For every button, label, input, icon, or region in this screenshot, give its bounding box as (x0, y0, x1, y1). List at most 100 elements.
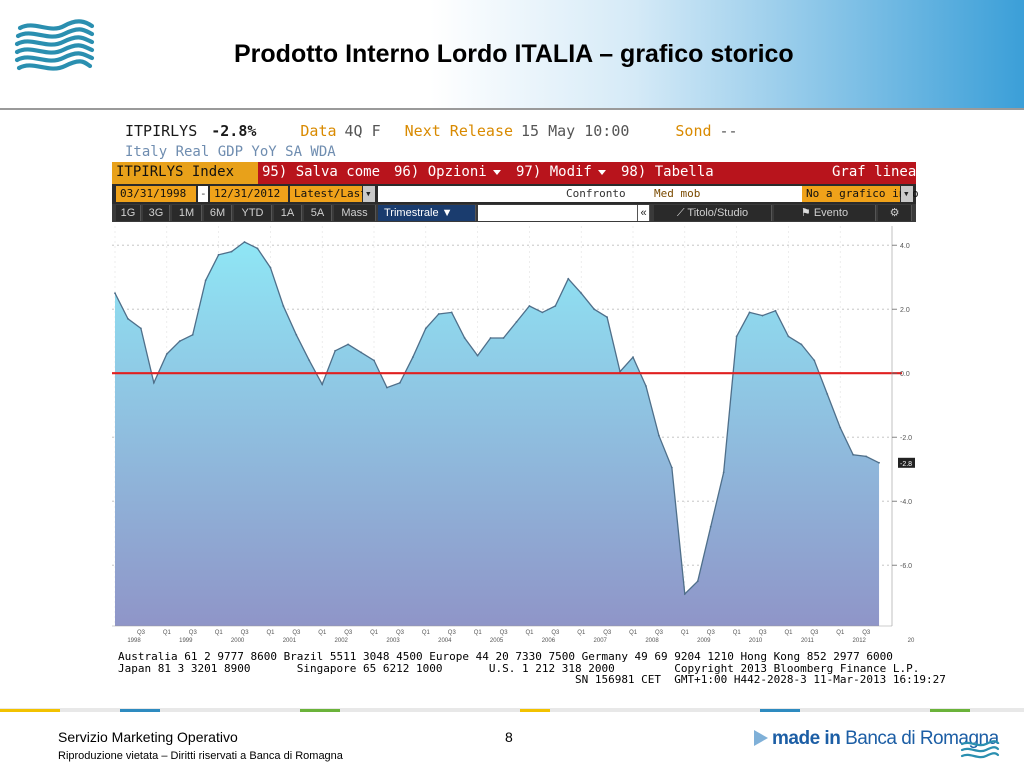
x-quarter-label: Q3 (292, 630, 301, 636)
y-tick-label: -6.0 (900, 563, 912, 570)
data-point (424, 327, 427, 330)
data-point (373, 359, 375, 362)
data-point (632, 356, 634, 359)
data-point (528, 305, 531, 307)
data-point (450, 311, 453, 314)
data-point (683, 593, 686, 595)
chevron-left-icon[interactable]: « (638, 205, 650, 221)
x-quarter-label: Q3 (862, 630, 871, 636)
x-quarter-label: Q3 (603, 630, 612, 636)
x-quarter-label: Q1 (215, 630, 224, 636)
gdp-series-line (114, 241, 880, 596)
data-point (567, 277, 570, 280)
x-quarter-label: Q3 (448, 630, 457, 636)
x-year-label: 2011 (801, 638, 815, 644)
period-button[interactable]: 1G (116, 205, 141, 221)
info-chart-select[interactable]: No a grafico info (802, 186, 919, 202)
data-point (437, 313, 440, 315)
data-point (321, 383, 324, 386)
data-point (347, 343, 349, 346)
x-year-label: 2012 (853, 638, 867, 644)
data-point (360, 351, 362, 354)
data-point (787, 335, 790, 338)
latest-last-select[interactable]: Latest/Last (290, 186, 367, 202)
compare-option[interactable]: Confronto (566, 187, 626, 200)
y-tick-label: 0.0 (900, 371, 910, 378)
data-point (217, 253, 220, 256)
x-quarter-label: Q1 (474, 630, 483, 636)
start-date-field[interactable]: 03/31/1998 (116, 186, 196, 202)
data-point (852, 453, 855, 456)
period-button[interactable]: Mass (334, 205, 376, 221)
next-release-value: 15 May 10:00 (521, 122, 630, 140)
data-point (593, 308, 596, 311)
x-quarter-label: Q1 (784, 630, 793, 636)
x-year-label: 2002 (335, 638, 349, 644)
period-button[interactable]: 6M (204, 205, 232, 221)
period-button[interactable]: 1A (274, 205, 302, 221)
x-quarter-label: Q3 (655, 630, 664, 636)
table-menu[interactable]: 98) Tabella (617, 162, 717, 184)
menu-bar: ITPIRLYS Index 95) Salva come 96) Opzion… (112, 162, 916, 184)
data-point (748, 311, 751, 314)
latest-dropdown-icon[interactable]: ▾ (363, 186, 375, 202)
x-year-label: 1999 (179, 638, 193, 644)
line-chart-menu[interactable]: Graf linea (828, 162, 916, 184)
data-point (243, 241, 246, 243)
period-button[interactable]: YTD (234, 205, 272, 221)
data-point (476, 354, 479, 357)
index-label[interactable]: ITPIRLYS Index (112, 162, 258, 184)
end-date-field[interactable]: 12/31/2012 (210, 186, 288, 202)
info-dropdown-icon[interactable]: ▾ (901, 186, 913, 202)
data-point (826, 393, 829, 395)
x-year-label: 20 (908, 638, 915, 644)
settings-gear-icon[interactable]: ⚙ (878, 205, 912, 221)
period-button[interactable]: 1M (172, 205, 202, 221)
studies-button[interactable]: ⟋ Titolo/Studio (654, 205, 772, 221)
last-value-badge (898, 457, 915, 468)
x-quarter-label: Q1 (266, 630, 275, 636)
x-year-label: 2000 (231, 638, 245, 644)
data-point (256, 247, 259, 250)
data-point (204, 279, 207, 282)
contact-line-1: Australia 61 2 9777 8600 Brazil 5511 304… (118, 650, 893, 663)
data-point (813, 359, 816, 362)
data-point (463, 337, 466, 339)
x-year-label: 2004 (438, 638, 452, 644)
event-button[interactable]: ⚑ Evento (774, 205, 876, 221)
last-value-label: -2.8 (900, 461, 912, 468)
footer-rights: Riproduzione vietata – Diritti riservati… (58, 750, 343, 762)
data-point (165, 353, 168, 355)
frequency-select[interactable]: Trimestrale ▼ (378, 205, 476, 221)
brand-bank-name: Banca di Romagna (845, 728, 999, 749)
data-point (645, 385, 647, 387)
x-quarter-label: Q1 (836, 630, 845, 636)
data-point (282, 305, 285, 307)
period-button[interactable]: 3G (143, 205, 170, 221)
data-point (127, 317, 129, 320)
data-point (386, 386, 388, 389)
modify-label: 97) Modif (516, 164, 592, 180)
data-point (140, 327, 142, 330)
moving-average-option[interactable]: Med mob (654, 187, 701, 200)
x-quarter-label: Q3 (500, 630, 509, 636)
brand-logo: made in Banca di Romagna (772, 728, 999, 750)
modify-menu[interactable]: 97) Modif (512, 162, 606, 184)
x-quarter-label: Q1 (629, 630, 638, 636)
period-button[interactable]: 5A (304, 205, 332, 221)
event-label: Evento (813, 207, 849, 219)
ticker: ITPIRLYS (125, 122, 198, 140)
y-tick-label: -2.0 (900, 435, 912, 442)
options-label: 96) Opzioni (394, 164, 487, 180)
x-year-label: 2009 (697, 638, 711, 644)
x-quarter-label: Q1 (422, 630, 431, 636)
options-menu[interactable]: 96) Opzioni (390, 162, 501, 184)
x-quarter-label: Q1 (733, 630, 742, 636)
data-point (178, 340, 181, 343)
x-quarter-label: Q3 (137, 630, 146, 636)
security-info-line: ITPIRLYS -2.8% Data 4Q F Next Release 15 May … (125, 122, 738, 140)
save-as-menu[interactable]: 95) Salva come (258, 162, 380, 184)
bloomberg-contact-footer: Australia 61 2 9777 8600 Brazil 5511 304… (118, 651, 946, 686)
x-quarter-label: Q1 (163, 630, 172, 636)
modify-dropdown-icon (597, 169, 606, 175)
